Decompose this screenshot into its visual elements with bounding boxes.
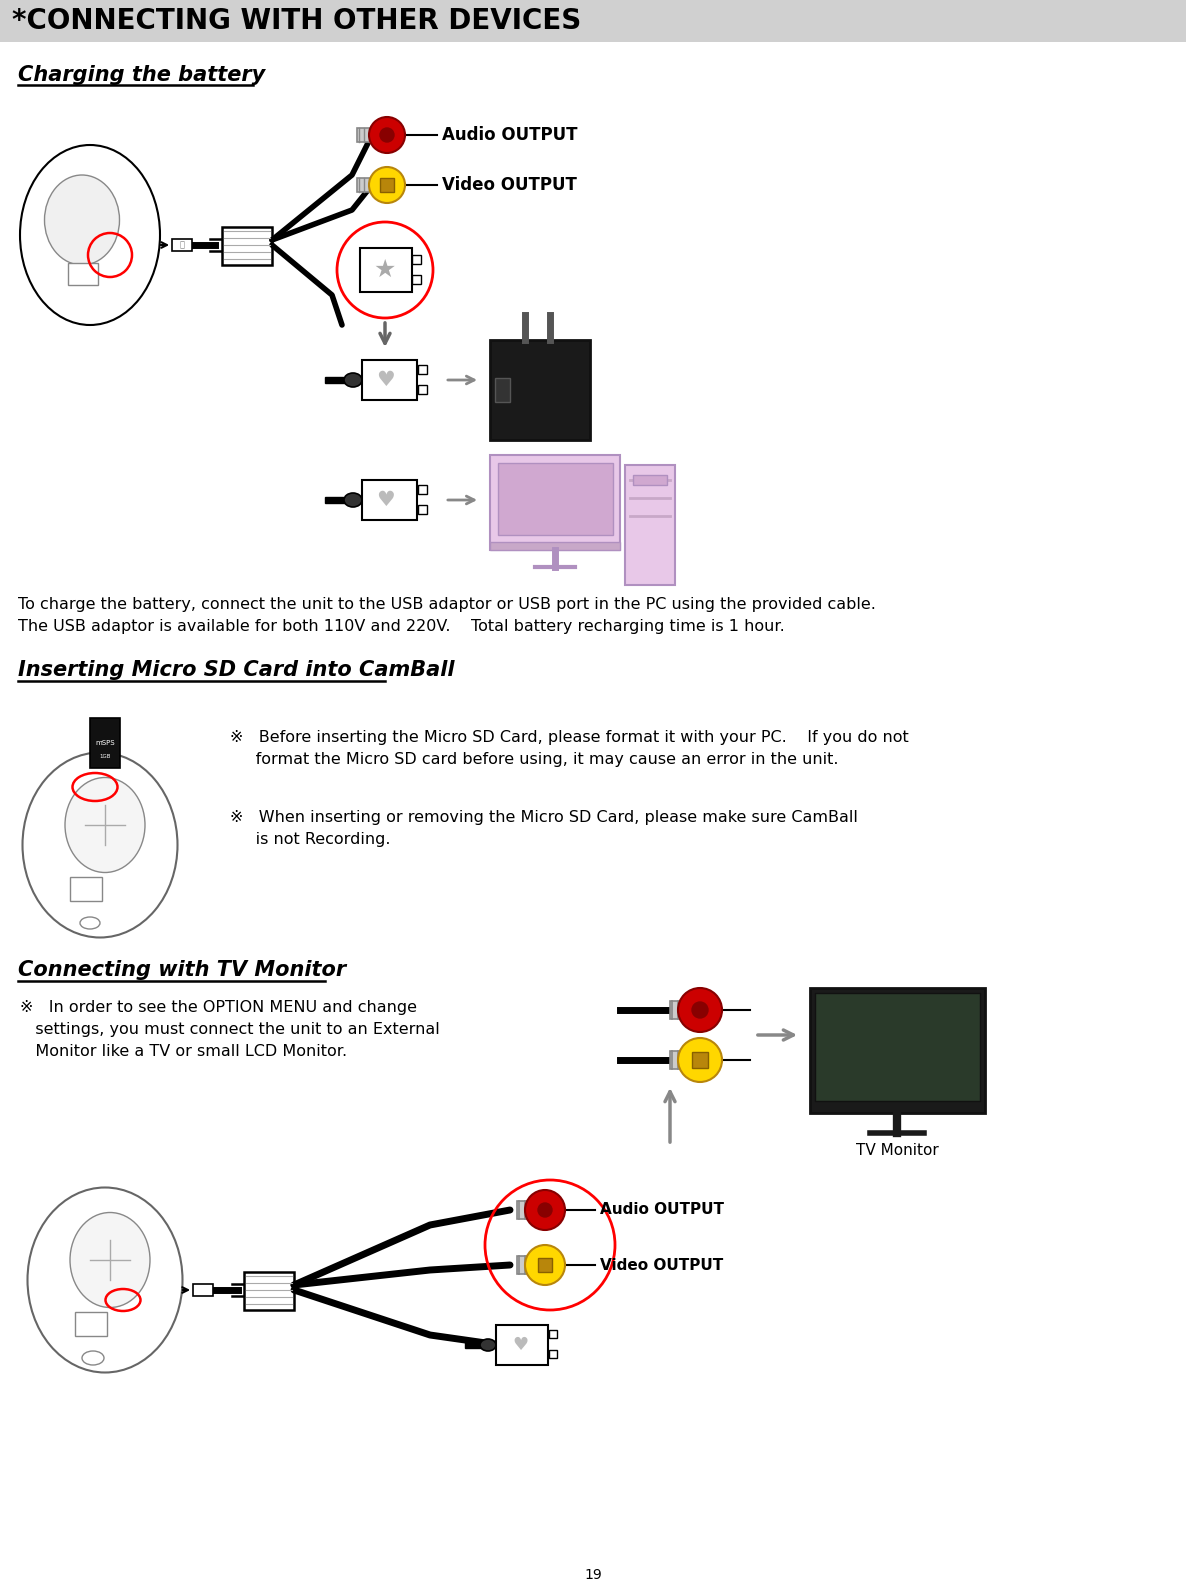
Bar — [325, 497, 350, 503]
Bar — [380, 178, 394, 193]
Bar — [496, 1325, 548, 1364]
Bar — [70, 877, 102, 901]
Text: Audio OUTPUT: Audio OUTPUT — [600, 1202, 723, 1218]
Text: Or: Or — [519, 455, 541, 473]
Text: Video OUTPUT: Video OUTPUT — [442, 177, 576, 194]
Bar — [244, 1272, 294, 1310]
Circle shape — [369, 167, 404, 204]
Bar — [90, 718, 120, 767]
Circle shape — [678, 1038, 722, 1083]
Text: ♥: ♥ — [512, 1336, 528, 1355]
Text: mSPS: mSPS — [95, 740, 115, 747]
Ellipse shape — [23, 753, 178, 938]
Text: Inserting Micro SD Card into CamBall: Inserting Micro SD Card into CamBall — [18, 661, 454, 680]
Bar — [810, 989, 986, 1113]
Text: Connecting with TV Monitor: Connecting with TV Monitor — [18, 960, 346, 981]
Text: *CONNECTING WITH OTHER DEVICES: *CONNECTING WITH OTHER DEVICES — [12, 6, 581, 35]
Text: 19: 19 — [585, 1568, 601, 1582]
Bar — [538, 1258, 551, 1272]
Ellipse shape — [82, 1352, 104, 1364]
Text: Audio OUTPUT: Audio OUTPUT — [442, 126, 578, 143]
Text: Video OUTPUT: Video OUTPUT — [600, 1258, 723, 1272]
Bar — [325, 377, 350, 384]
Bar — [670, 1051, 699, 1068]
Bar — [625, 465, 675, 584]
Bar — [517, 1256, 543, 1274]
Bar — [412, 275, 421, 283]
Bar — [465, 1342, 485, 1348]
Bar — [633, 474, 667, 486]
Bar — [691, 1052, 708, 1068]
Bar — [549, 1329, 557, 1337]
Text: ➕: ➕ — [179, 240, 185, 250]
Bar — [193, 1285, 213, 1296]
Ellipse shape — [480, 1339, 496, 1352]
Text: format the Micro SD card before using, it may cause an error in the unit.: format the Micro SD card before using, i… — [230, 751, 839, 767]
Circle shape — [369, 116, 404, 153]
Circle shape — [380, 127, 394, 142]
Text: ※   When inserting or removing the Micro SD Card, please make sure CamBall: ※ When inserting or removing the Micro S… — [230, 810, 857, 825]
Ellipse shape — [65, 777, 145, 872]
Circle shape — [691, 1001, 708, 1017]
Bar — [362, 481, 417, 521]
Bar — [222, 228, 272, 264]
Bar — [490, 341, 589, 439]
Bar — [490, 455, 620, 549]
Bar — [417, 505, 427, 514]
Text: ★: ★ — [374, 258, 396, 282]
Bar — [68, 263, 98, 285]
Text: ♥: ♥ — [376, 490, 395, 509]
Text: Monitor like a TV or small LCD Monitor.: Monitor like a TV or small LCD Monitor. — [20, 1044, 347, 1059]
Text: TV Monitor: TV Monitor — [855, 1143, 938, 1157]
Text: is not Recording.: is not Recording. — [230, 833, 390, 847]
Text: ※   Before inserting the Micro SD Card, please format it with your PC.    If you: ※ Before inserting the Micro SD Card, pl… — [230, 731, 908, 745]
Bar — [815, 993, 980, 1102]
Bar — [417, 385, 427, 393]
Text: settings, you must connect the unit to an External: settings, you must connect the unit to a… — [20, 1022, 440, 1036]
Circle shape — [678, 989, 722, 1032]
Bar — [357, 127, 380, 142]
Bar — [417, 365, 427, 374]
Ellipse shape — [45, 175, 120, 264]
Ellipse shape — [27, 1188, 183, 1372]
Ellipse shape — [344, 373, 362, 387]
Ellipse shape — [79, 917, 100, 930]
Bar — [670, 1001, 699, 1019]
Bar — [361, 248, 412, 291]
Bar — [412, 255, 421, 264]
Circle shape — [525, 1245, 565, 1285]
Bar — [357, 178, 380, 193]
Ellipse shape — [344, 494, 362, 506]
Bar — [0, 0, 1186, 41]
Text: To charge the battery, connect the unit to the USB adaptor or USB port in the PC: To charge the battery, connect the unit … — [18, 597, 876, 611]
Ellipse shape — [20, 145, 160, 325]
Text: ※   In order to see the OPTION MENU and change: ※ In order to see the OPTION MENU and ch… — [20, 1000, 417, 1016]
Bar — [549, 1350, 557, 1358]
Text: ♥: ♥ — [376, 369, 395, 390]
Bar — [490, 541, 620, 549]
Bar — [75, 1312, 107, 1336]
Ellipse shape — [70, 1213, 149, 1307]
Text: 1GB: 1GB — [100, 753, 110, 758]
Bar — [417, 486, 427, 494]
Text: The USB adaptor is available for both 110V and 220V.    Total battery recharging: The USB adaptor is available for both 11… — [18, 619, 785, 634]
Bar — [498, 463, 613, 535]
Bar — [362, 360, 417, 400]
Text: Charging the battery: Charging the battery — [18, 65, 266, 84]
Bar — [495, 377, 510, 403]
Circle shape — [525, 1189, 565, 1231]
Bar — [517, 1200, 543, 1219]
Circle shape — [538, 1204, 551, 1216]
Bar — [172, 239, 192, 252]
